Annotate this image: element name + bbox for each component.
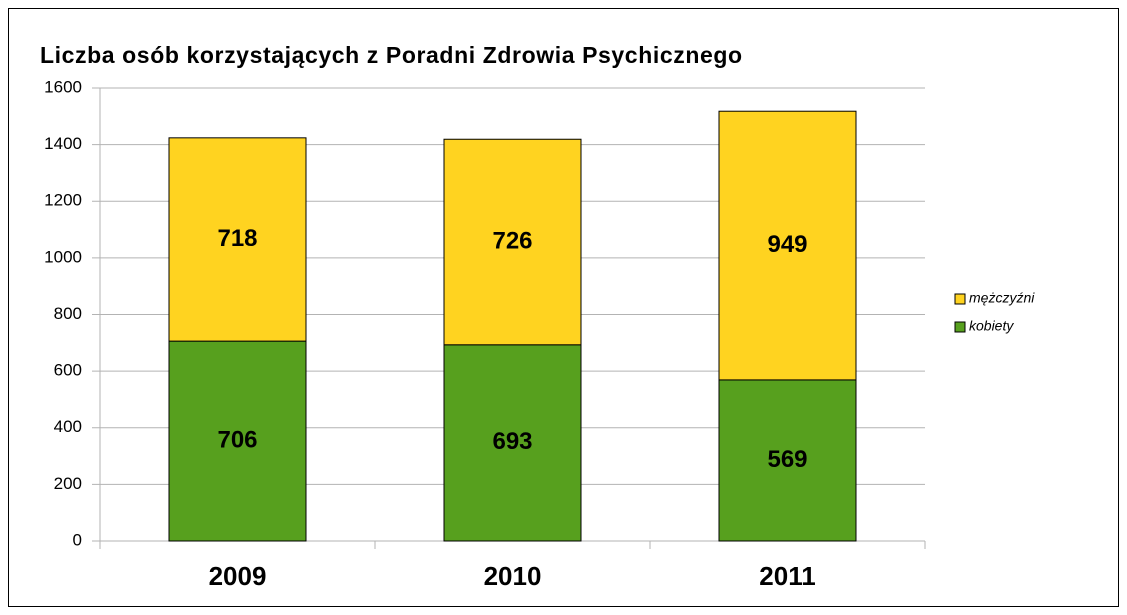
data-label: 718 — [217, 225, 257, 252]
data-label: 569 — [767, 446, 807, 473]
data-label: 706 — [217, 426, 257, 453]
y-tick-label: 200 — [54, 474, 82, 493]
bar-segment — [168, 340, 307, 542]
y-tick-label: 800 — [54, 304, 82, 323]
y-tick-label: 1400 — [44, 134, 82, 153]
legend-swatch — [954, 293, 966, 305]
y-tick-label: 1200 — [44, 191, 82, 210]
legend-label: kobiety — [969, 318, 1014, 334]
bar-segment — [718, 379, 857, 542]
y-tick-label: 1000 — [44, 247, 82, 266]
bar-segment — [168, 137, 307, 342]
x-tick-label: 2011 — [759, 561, 815, 591]
chart-title: Liczba osób korzystających z Poradni Zdr… — [40, 42, 743, 68]
data-label: 949 — [767, 231, 807, 258]
x-tick-label: 2009 — [209, 561, 267, 591]
y-tick-label: 1600 — [44, 77, 82, 96]
y-tick-label: 600 — [54, 361, 82, 380]
x-tick-label: 2010 — [484, 561, 542, 591]
bar-segment — [443, 344, 582, 542]
data-label: 726 — [492, 227, 532, 254]
legend-label: mężczyźni — [969, 290, 1035, 306]
legend-swatch — [954, 321, 966, 333]
y-tick-label: 0 — [73, 530, 82, 549]
bar-segment — [443, 138, 582, 346]
bar-segment — [718, 110, 857, 381]
data-label: 693 — [492, 428, 532, 455]
y-tick-label: 400 — [54, 417, 82, 436]
